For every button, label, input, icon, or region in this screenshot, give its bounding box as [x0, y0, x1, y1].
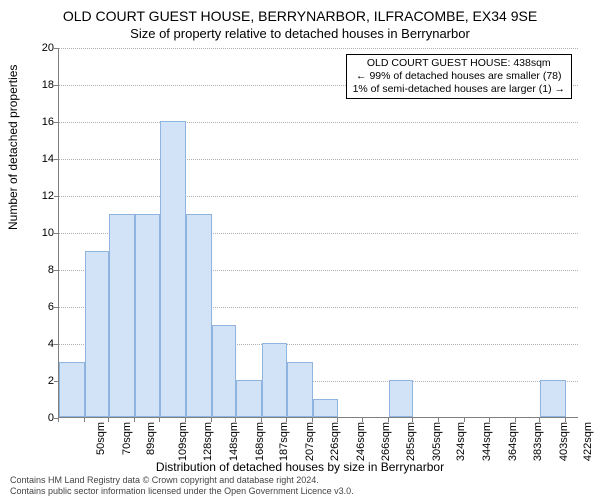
histogram-bar [389, 380, 414, 417]
y-tick-label: 2 [24, 375, 54, 387]
x-tick-label: 187sqm [278, 422, 290, 461]
x-tick-mark [312, 418, 313, 422]
x-tick-mark [565, 418, 566, 422]
histogram-bar [262, 343, 287, 417]
gridline [59, 159, 578, 160]
x-tick-mark [438, 418, 439, 422]
x-tick-mark [362, 418, 363, 422]
footnote-line-2: Contains public sector information licen… [10, 486, 590, 497]
x-tick-mark [337, 418, 338, 422]
x-tick-label: 324sqm [456, 422, 468, 461]
gridline [59, 122, 578, 123]
gridline [59, 196, 578, 197]
x-tick-mark [515, 418, 516, 422]
histogram-bar [287, 362, 313, 418]
x-tick-label: 109sqm [177, 422, 189, 461]
y-axis-title: Number of detached properties [6, 65, 20, 230]
histogram-bar [540, 380, 566, 417]
x-tick-label: 246sqm [355, 422, 367, 461]
histogram-bar [313, 399, 339, 418]
x-tick-mark [261, 418, 262, 422]
x-tick-label: 128sqm [202, 422, 214, 461]
chart-title-main: OLD COURT GUEST HOUSE, BERRYNARBOR, ILFR… [0, 8, 600, 24]
x-tick-mark [211, 418, 212, 422]
y-tick-mark [54, 159, 58, 160]
plot-area [58, 48, 578, 418]
x-tick-mark [388, 418, 389, 422]
x-tick-label: 70sqm [121, 422, 133, 455]
x-tick-mark [539, 418, 540, 422]
x-tick-mark [464, 418, 465, 422]
x-tick-label: 207sqm [304, 422, 316, 461]
x-tick-label: 50sqm [95, 422, 107, 455]
x-tick-label: 403sqm [558, 422, 570, 461]
y-tick-label: 0 [24, 412, 54, 424]
x-tick-mark [84, 418, 85, 422]
y-tick-label: 14 [24, 153, 54, 165]
histogram-bar [212, 325, 237, 418]
y-tick-mark [54, 344, 58, 345]
gridline [59, 48, 578, 49]
histogram-bar [109, 214, 135, 418]
x-tick-label: 305sqm [431, 422, 443, 461]
chart-container: OLD COURT GUEST HOUSE, BERRYNARBOR, ILFR… [0, 0, 600, 500]
x-tick-label: 364sqm [507, 422, 519, 461]
annotation-line-2: ← 99% of detached houses are smaller (78… [353, 70, 565, 83]
y-tick-mark [54, 85, 58, 86]
y-tick-label: 18 [24, 79, 54, 91]
annotation-line-3: 1% of semi-detached houses are larger (1… [353, 83, 565, 96]
y-tick-label: 12 [24, 190, 54, 202]
x-tick-label: 89sqm [145, 422, 157, 455]
y-tick-mark [54, 307, 58, 308]
x-tick-label: 226sqm [329, 422, 341, 461]
x-tick-mark [286, 418, 287, 422]
x-tick-label: 383sqm [532, 422, 544, 461]
x-axis-title: Distribution of detached houses by size … [0, 460, 600, 474]
x-tick-mark [58, 418, 59, 422]
y-tick-label: 10 [24, 227, 54, 239]
footnote: Contains HM Land Registry data © Crown c… [10, 475, 590, 497]
x-tick-label: 285sqm [405, 422, 417, 461]
x-tick-mark [159, 418, 160, 422]
histogram-bar [135, 214, 160, 418]
histogram-bar [186, 214, 212, 418]
histogram-bar [85, 251, 110, 418]
histogram-bar [59, 362, 85, 418]
x-tick-mark [185, 418, 186, 422]
x-tick-label: 266sqm [381, 422, 393, 461]
annotation-box: OLD COURT GUEST HOUSE: 438sqm ← 99% of d… [346, 54, 572, 99]
y-tick-mark [54, 381, 58, 382]
y-tick-mark [54, 196, 58, 197]
y-tick-label: 6 [24, 301, 54, 313]
y-tick-mark [54, 122, 58, 123]
y-tick-label: 20 [24, 42, 54, 54]
x-tick-mark [134, 418, 135, 422]
y-tick-mark [54, 270, 58, 271]
annotation-line-1: OLD COURT GUEST HOUSE: 438sqm [353, 57, 565, 70]
y-tick-label: 4 [24, 338, 54, 350]
x-tick-mark [489, 418, 490, 422]
y-tick-mark [54, 233, 58, 234]
histogram-bar [160, 121, 186, 417]
x-tick-label: 148sqm [228, 422, 240, 461]
x-tick-mark [412, 418, 413, 422]
y-tick-mark [54, 48, 58, 49]
x-tick-label: 422sqm [582, 422, 594, 461]
x-tick-label: 168sqm [254, 422, 266, 461]
y-tick-label: 8 [24, 264, 54, 276]
chart-title-sub: Size of property relative to detached ho… [0, 26, 600, 41]
x-tick-mark [108, 418, 109, 422]
y-tick-label: 16 [24, 116, 54, 128]
x-tick-mark [235, 418, 236, 422]
histogram-bar [236, 380, 262, 417]
x-tick-label: 344sqm [481, 422, 493, 461]
footnote-line-1: Contains HM Land Registry data © Crown c… [10, 475, 590, 486]
